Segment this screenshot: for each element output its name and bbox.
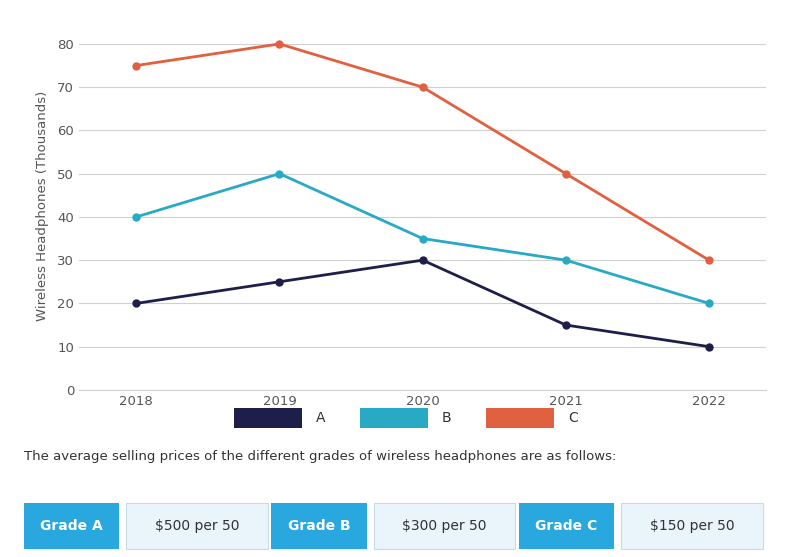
Text: $300 per 50: $300 per 50 — [402, 519, 487, 533]
FancyBboxPatch shape — [359, 408, 428, 428]
Text: $500 per 50: $500 per 50 — [155, 519, 239, 533]
Text: Grade B: Grade B — [288, 519, 350, 533]
Text: Grade C: Grade C — [536, 519, 597, 533]
Text: The average selling prices of the different grades of wireless headphones are as: The average selling prices of the differ… — [24, 450, 616, 463]
FancyBboxPatch shape — [24, 503, 119, 549]
FancyBboxPatch shape — [126, 503, 268, 549]
FancyBboxPatch shape — [622, 503, 762, 549]
FancyBboxPatch shape — [519, 503, 614, 549]
FancyBboxPatch shape — [486, 408, 555, 428]
Text: B: B — [442, 411, 452, 424]
Y-axis label: Wireless Headphones (Thousands): Wireless Headphones (Thousands) — [36, 91, 49, 321]
Text: C: C — [568, 411, 577, 424]
Text: $150 per 50: $150 per 50 — [649, 519, 735, 533]
FancyBboxPatch shape — [374, 503, 515, 549]
FancyBboxPatch shape — [234, 408, 303, 428]
Text: A: A — [316, 411, 325, 424]
FancyBboxPatch shape — [271, 503, 367, 549]
Text: Grade A: Grade A — [40, 519, 103, 533]
